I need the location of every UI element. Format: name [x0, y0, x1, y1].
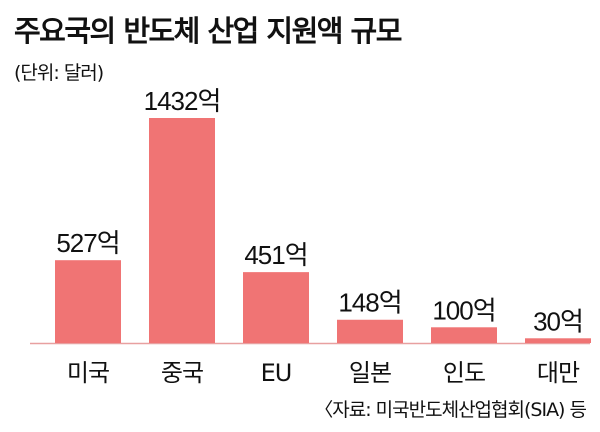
value-label-5: 30억: [533, 306, 583, 336]
category-label-4: 인도: [443, 359, 485, 387]
source-note: 〈자료: 미국반도체산업협회(SIA) 등: [314, 399, 587, 421]
category-label-3: 일본: [349, 359, 391, 387]
value-label-4: 100억: [432, 295, 495, 325]
value-label-1: 1432억: [144, 86, 221, 116]
bar-3: [337, 319, 403, 343]
value-label-0: 527억: [56, 228, 119, 258]
bar-2: [243, 272, 309, 343]
category-label-5: 대만: [537, 359, 580, 387]
category-label-1: 중국: [161, 359, 203, 387]
chart-title: 주요국의 반도체 산업 지원액 규모: [14, 14, 402, 48]
value-label-3: 148억: [338, 288, 401, 318]
bar-0: [55, 260, 121, 343]
unit-note: (단위: 달러): [14, 62, 104, 84]
category-label-0: 미국: [67, 359, 109, 387]
bar-4: [431, 327, 497, 343]
category-label-2: EU: [261, 359, 292, 387]
value-label-2: 451억: [244, 240, 307, 270]
bar-1: [149, 118, 215, 343]
bar-5: [525, 338, 591, 343]
